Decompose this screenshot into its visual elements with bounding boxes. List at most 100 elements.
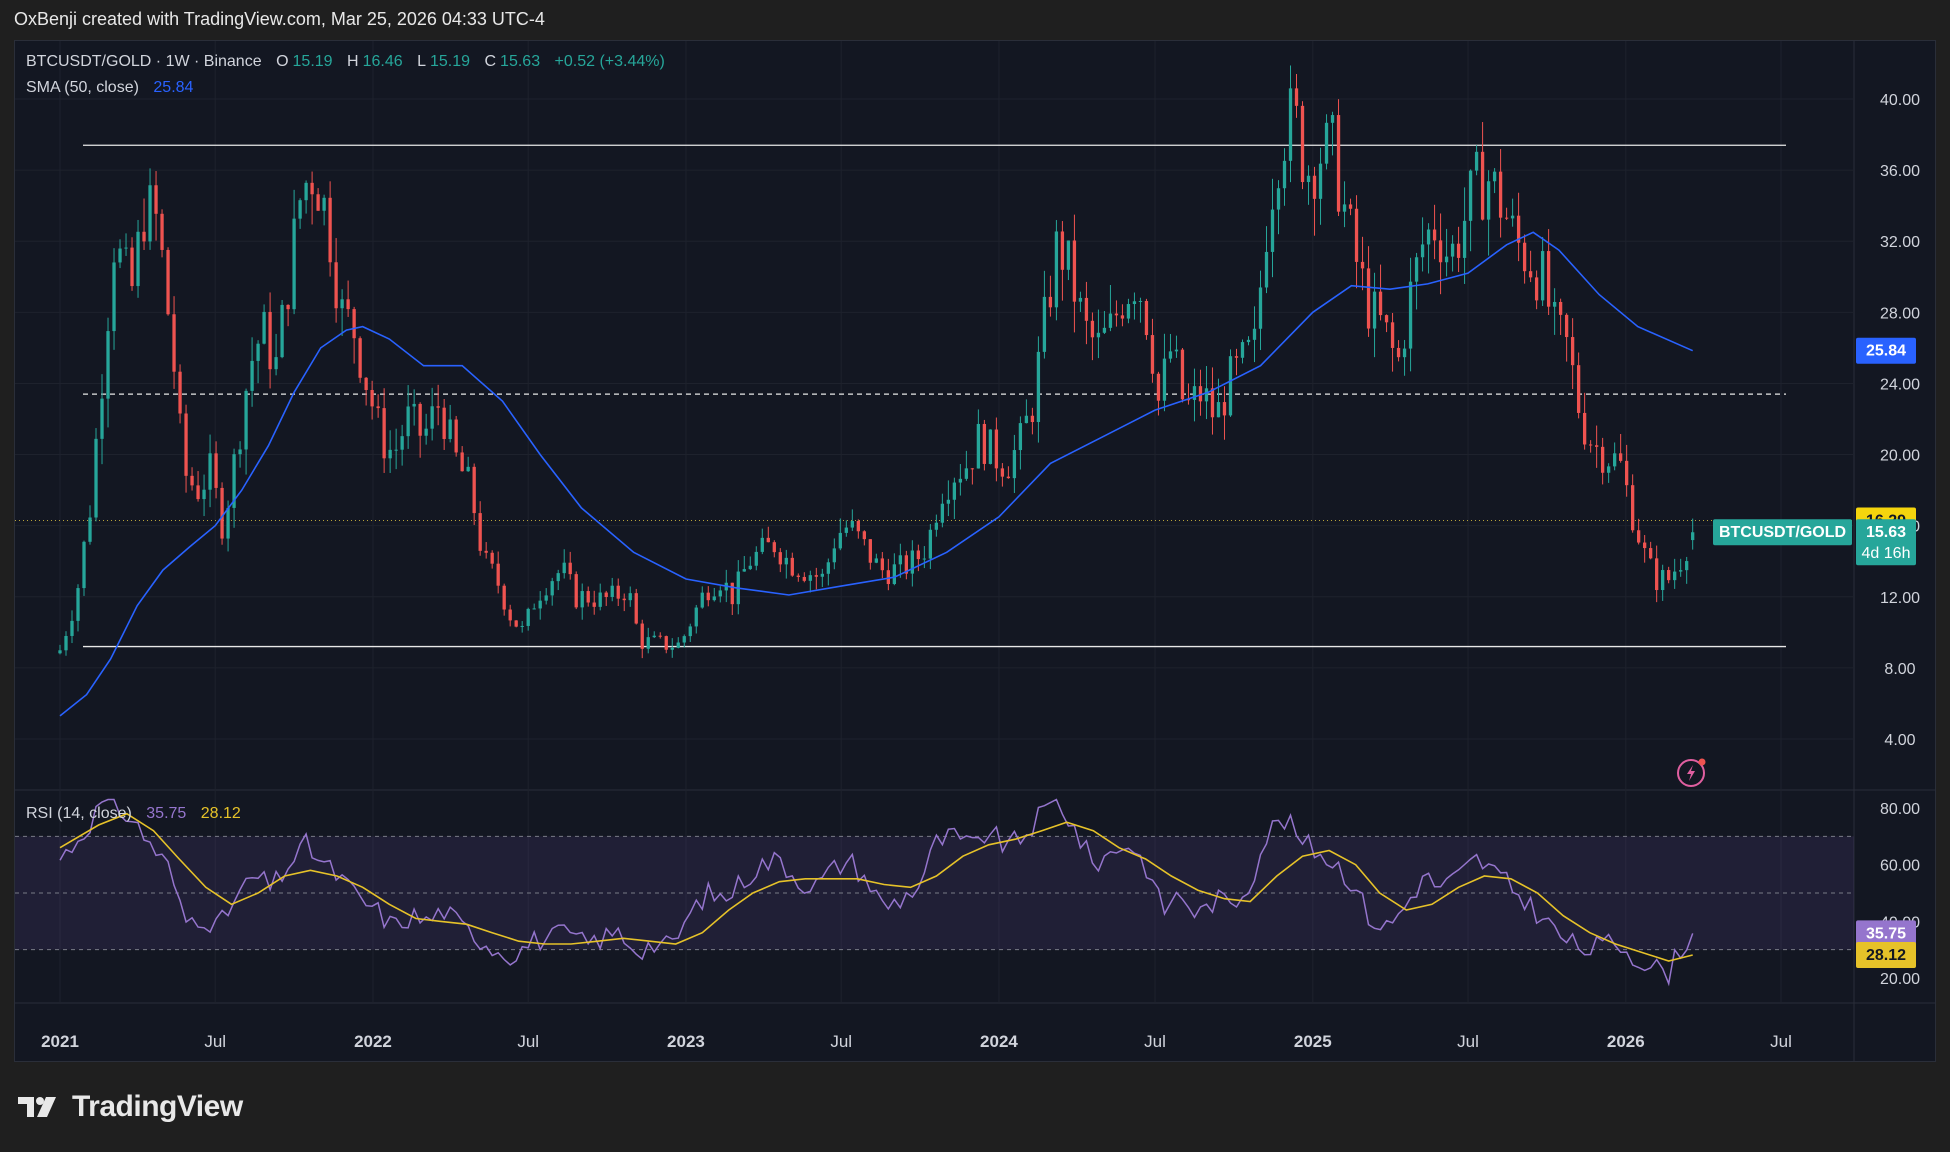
candle-body	[1126, 304, 1131, 319]
candle-body	[778, 552, 782, 565]
symbol-title[interactable]: BTCUSDT/GOLD · 1W · Binance	[26, 53, 262, 70]
candle-body	[316, 194, 320, 211]
candle-body	[1378, 291, 1383, 316]
tradingview-brand-text: TradingView	[72, 1090, 243, 1123]
candle-body	[1090, 320, 1095, 338]
candle-body	[118, 248, 122, 263]
last-price-tag-bg	[1856, 519, 1916, 566]
candle-body	[748, 565, 752, 570]
candle-body	[394, 449, 398, 451]
candle-body	[1300, 105, 1305, 183]
candle-body	[940, 503, 945, 523]
open-value: 15.19	[292, 53, 333, 70]
candle-body	[496, 563, 500, 586]
rsi-layer	[15, 798, 1854, 987]
rsi-line	[59, 798, 1694, 987]
candle-body	[808, 575, 812, 581]
candle-body	[400, 436, 404, 450]
candle-body	[382, 408, 386, 459]
time-tick-label: Jul	[204, 1032, 226, 1051]
candle-body	[850, 521, 854, 528]
candle-body	[784, 557, 788, 565]
candle-body	[1312, 175, 1317, 199]
price-tick-label: 28.00	[1880, 305, 1920, 322]
candle-body	[142, 231, 146, 242]
candle-body	[796, 575, 800, 577]
candle-body	[94, 438, 98, 518]
price-tick-label: 8.00	[1884, 661, 1915, 678]
candle-body	[634, 593, 638, 624]
tradingview-logo[interactable]: TradingView	[16, 1090, 243, 1124]
candle-body	[436, 406, 440, 408]
candle-body	[1570, 337, 1575, 366]
candle-body	[766, 537, 770, 543]
candle-body	[1402, 348, 1407, 358]
candle-body	[1456, 243, 1461, 258]
rsi-value-tag-text: 35.75	[1866, 925, 1906, 942]
candle-body	[460, 452, 464, 472]
candle-body	[658, 635, 662, 637]
candle-body	[1270, 209, 1275, 252]
candle-body	[1643, 542, 1647, 549]
candle-body	[364, 377, 368, 391]
sma-legend[interactable]: SMA (50, close) 25.84	[26, 79, 197, 97]
time-tick-label: Jul	[517, 1032, 539, 1051]
candle-body	[1624, 460, 1629, 486]
candle-body	[340, 299, 344, 309]
candle-body	[1528, 271, 1533, 278]
candle-body	[304, 182, 308, 201]
candle-body	[1444, 256, 1449, 263]
lightning-icon[interactable]	[1676, 756, 1710, 790]
last-price-tag: 15.63 4d 16h	[1856, 519, 1916, 566]
candle-body	[898, 555, 902, 565]
candle-body	[1174, 349, 1179, 352]
candle-body	[484, 550, 488, 553]
candle-body	[1060, 231, 1065, 270]
candle-body	[1240, 342, 1245, 358]
candle-body	[1138, 300, 1143, 302]
sma-layer	[59, 231, 1694, 717]
candle-body	[1324, 122, 1329, 164]
candle-body	[208, 453, 212, 490]
time-tick-label: 2023	[667, 1032, 705, 1051]
candle-body	[592, 602, 596, 607]
high-label: H	[347, 53, 359, 70]
candle-body	[58, 650, 62, 654]
rsi-tick-label: 60.00	[1880, 858, 1920, 875]
candle-body	[1258, 287, 1263, 329]
candle-body	[352, 309, 356, 339]
candle-body	[406, 406, 410, 437]
candle-body	[1282, 160, 1287, 189]
candle-body	[970, 468, 975, 470]
price-tick-label: 4.00	[1884, 732, 1915, 749]
candle-body	[310, 182, 314, 195]
symbol-name-tag: BTCUSDT/GOLD	[1713, 519, 1852, 546]
candle-body	[556, 573, 560, 582]
candle-body	[1246, 339, 1251, 343]
candle-body	[466, 466, 470, 472]
sma-price-tag: 25.84	[1856, 337, 1916, 364]
chart-frame[interactable]	[14, 40, 1936, 1062]
candle-body	[712, 596, 716, 601]
candle-body	[190, 475, 194, 486]
candle-body	[1546, 251, 1551, 307]
candle-body	[1342, 204, 1347, 212]
candle-body	[250, 360, 254, 391]
candle-body	[1042, 296, 1047, 352]
candle-body	[928, 529, 933, 559]
candle-body	[1685, 561, 1689, 571]
rsi-legend[interactable]: RSI (14, close) 35.75 28.12	[26, 805, 245, 823]
candle-body	[1162, 358, 1167, 401]
candle-body	[1582, 412, 1587, 445]
candle-body	[100, 398, 104, 439]
candle-body	[1030, 415, 1035, 423]
rsi-ma-value-tag-bg	[1856, 941, 1916, 968]
candle-body	[1564, 314, 1569, 338]
candle-body	[172, 314, 176, 372]
candle-body	[220, 487, 224, 539]
close-label: C	[484, 53, 497, 70]
price-tick-label: 40.00	[1880, 92, 1920, 109]
candle-body	[106, 331, 110, 399]
candle-body	[646, 637, 650, 649]
